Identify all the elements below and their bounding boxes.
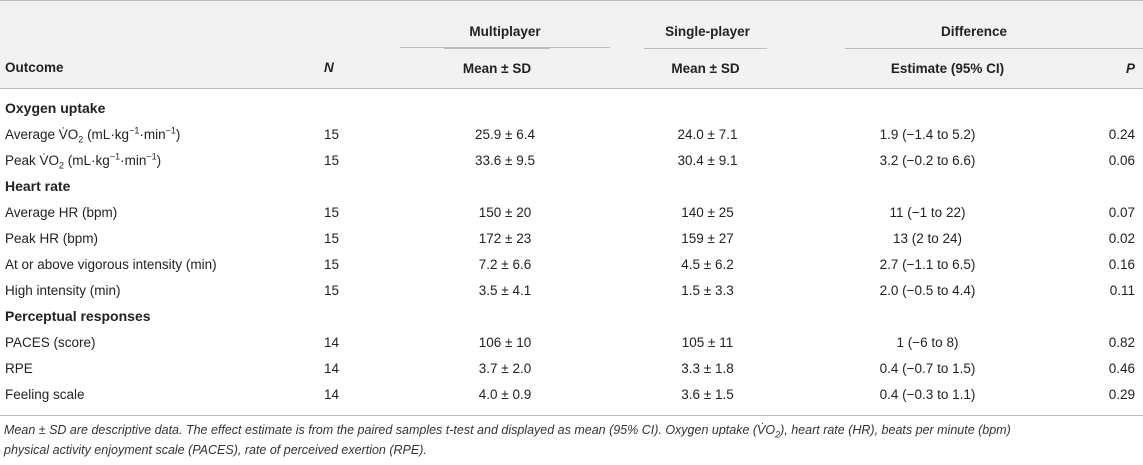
outcome-cell: High intensity (min) [5,282,121,298]
multiplayer-cell: 25.9 ± 6.4 [475,126,535,142]
col-single-player-mean-sd-label: Mean ± SD [644,47,767,88]
group-multiplayer: Multiplayer [469,24,541,39]
single-player-cell: 3.3 ± 1.8 [681,360,734,376]
single-player-cell: 30.4 ± 9.1 [677,152,738,168]
estimate-cell: 2.7 (−1.1 to 6.5) [879,256,976,272]
section-row: Perceptual responses [0,303,1143,329]
table-row: Peak V̇O2 (mL·kg−1·min−1) 15 33.6 ± 9.5 … [0,147,1143,173]
estimate-cell: 11 (−1 to 22) [889,204,966,220]
outcome-cell: Average HR (bpm) [5,204,118,220]
p-value-cell: 0.06 [1108,152,1135,168]
n-cell: 15 [324,126,340,142]
n-cell: 15 [324,204,340,220]
table-row: Average HR (bpm) 15 150 ± 20 140 ± 25 11… [0,199,1143,225]
estimate-cell: 0.4 (−0.3 to 1.1) [879,386,976,402]
p-value-cell: 0.46 [1108,360,1135,376]
footnote-line-1: Mean ± SD are descriptive data. The effe… [4,423,1011,440]
col-p: P [1050,47,1143,89]
multiplayer-cell: 7.2 ± 6.6 [478,256,532,272]
outcome-cell: RPE [5,360,33,376]
col-p-label: P [1050,47,1143,88]
section-title-perceptual-responses: Perceptual responses [5,308,151,324]
p-value-cell: 0.16 [1108,256,1135,272]
multiplayer-cell: 106 ± 10 [478,334,532,350]
table-row: At or above vigorous intensity (min) 15 … [0,251,1143,277]
estimate-cell: 2.0 (−0.5 to 4.4) [879,282,976,298]
col-outcome: Outcome [5,60,64,75]
section-title-oxygen-uptake: Oxygen uptake [5,100,106,116]
outcome-cell: PACES (score) [5,334,96,350]
single-player-cell: 1.5 ± 3.3 [681,282,734,298]
n-cell: 15 [324,152,340,168]
col-estimate: Estimate (95% CI) [805,47,1050,89]
p-value-cell: 0.07 [1108,204,1135,220]
multiplayer-cell: 33.6 ± 9.5 [475,152,535,168]
col-multiplayer-mean-sd: Mean ± SD [400,47,610,89]
section-row: Oxygen uptake [0,89,1143,122]
section-title-heart-rate: Heart rate [5,178,71,194]
group-difference: Difference [940,24,1008,39]
outcome-cell: Peak V̇O2 (mL·kg−1·min−1) [5,151,162,171]
single-player-cell: 3.6 ± 1.5 [681,386,734,402]
outcome-cell: Feeling scale [5,386,85,402]
col-n: N [324,60,334,75]
p-value-cell: 0.24 [1108,126,1135,142]
table-row: High intensity (min) 15 3.5 ± 4.1 1.5 ± … [0,277,1143,303]
outcome-cell: Average V̇O2 (mL·kg−1·min−1) [5,125,181,145]
section-row: Heart rate [0,173,1143,199]
n-cell: 14 [324,386,340,402]
single-player-cell: 159 ± 27 [681,230,734,246]
col-multiplayer-mean-sd-label: Mean ± SD [444,47,550,88]
single-player-cell: 24.0 ± 7.1 [677,126,738,142]
p-value-cell: 0.11 [1109,282,1135,298]
footnote-line-2: physical activity enjoyment scale (PACES… [4,443,427,457]
outcome-cell: At or above vigorous intensity (min) [5,256,217,272]
col-single-player-mean-sd: Mean ± SD [610,47,805,89]
estimate-cell: 1 (−6 to 8) [896,334,959,350]
table-row: Feeling scale 14 4.0 ± 0.9 3.6 ± 1.5 0.4… [0,381,1143,416]
n-cell: 15 [324,256,340,272]
table-row: PACES (score) 14 106 ± 10 105 ± 11 1 (−6… [0,329,1143,355]
multiplayer-cell: 172 ± 23 [478,230,532,246]
results-table: Multiplayer Single-player Difference Out… [0,0,1143,416]
table-footnote: Mean ± SD are descriptive data. The effe… [4,420,1139,460]
group-single-player: Single-player [665,24,750,39]
estimate-cell: 13 (2 to 24) [892,230,963,246]
single-player-cell: 140 ± 25 [681,204,734,220]
header-column-row: Outcome N Mean ± SD Mean ± SD Estimate (… [0,47,1143,89]
multiplayer-cell: 3.5 ± 4.1 [478,282,532,298]
multiplayer-cell: 150 ± 20 [478,204,532,220]
single-player-cell: 105 ± 11 [681,334,734,350]
multiplayer-cell: 3.7 ± 2.0 [478,360,532,376]
n-cell: 14 [324,334,340,350]
p-value-cell: 0.82 [1108,334,1135,350]
table-row: RPE 14 3.7 ± 2.0 3.3 ± 1.8 0.4 (−0.7 to … [0,355,1143,381]
estimate-cell: 0.4 (−0.7 to 1.5) [879,360,976,376]
n-cell: 14 [324,360,340,376]
header-group-row: Multiplayer Single-player Difference [0,0,1143,47]
table-row: Peak HR (bpm) 15 172 ± 23 159 ± 27 13 (2… [0,225,1143,251]
single-player-cell: 4.5 ± 6.2 [681,256,734,272]
estimate-cell: 1.9 (−1.4 to 5.2) [879,126,976,142]
p-value-cell: 0.29 [1108,386,1135,402]
estimate-cell: 3.2 (−0.2 to 6.6) [879,152,976,168]
n-cell: 15 [324,230,340,246]
table-row: Average V̇O2 (mL·kg−1·min−1) 15 25.9 ± 6… [0,121,1143,147]
col-estimate-label: Estimate (95% CI) [845,47,1050,88]
outcome-cell: Peak HR (bpm) [5,230,99,246]
multiplayer-cell: 4.0 ± 0.9 [478,386,532,402]
p-value-cell: 0.02 [1108,230,1135,246]
n-cell: 15 [324,282,340,298]
